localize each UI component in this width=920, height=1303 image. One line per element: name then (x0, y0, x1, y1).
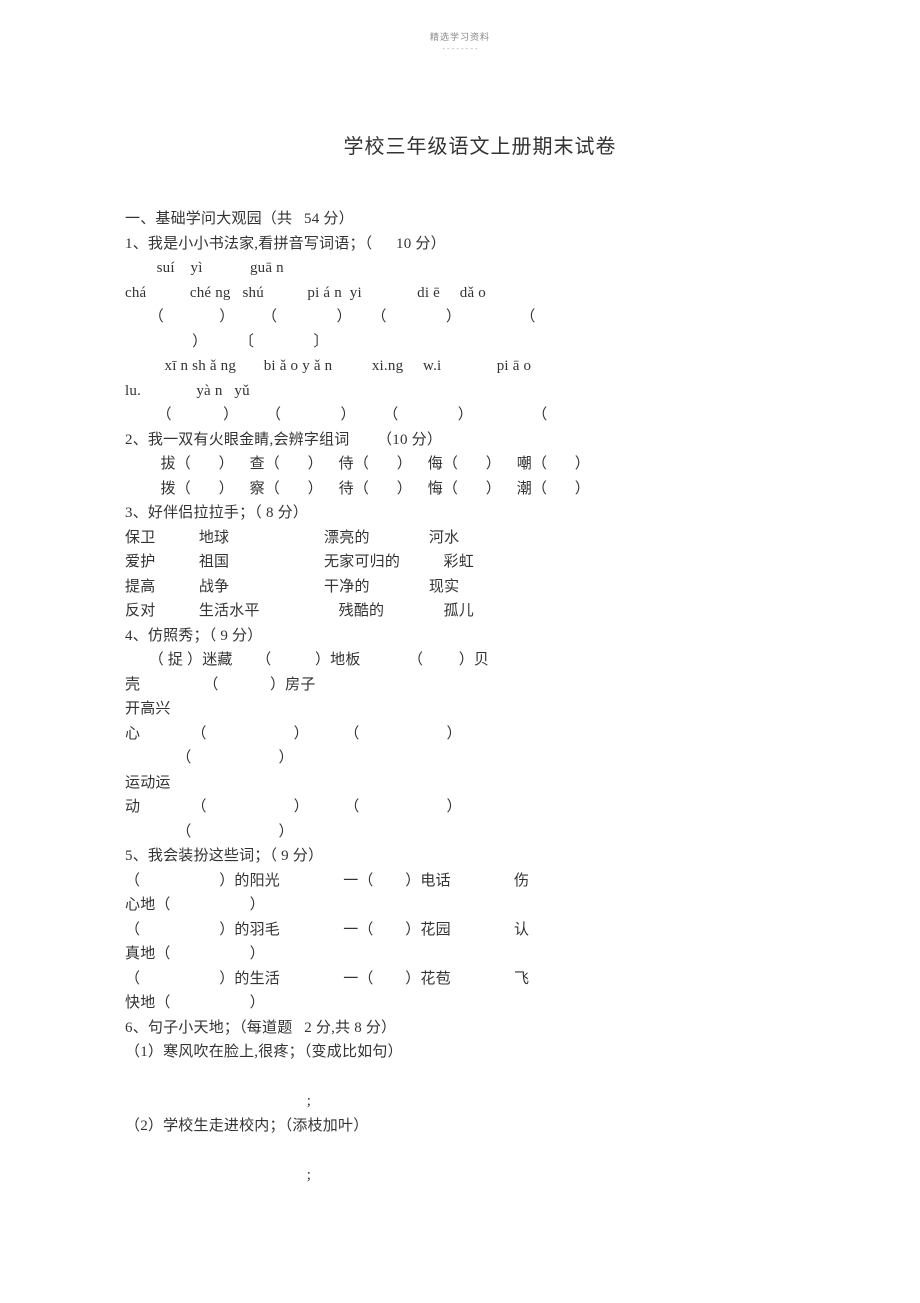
q2-text: 2、我一双有火眼金睛,会辨字组词 （10 分） (125, 428, 835, 453)
q6-row-a: （1）寒风吹在脸上,很疼；（变成比如句） (125, 1040, 835, 1065)
q6-row-d: ; (125, 1163, 835, 1188)
q2-row-a: 拔（ ） 查（ ） 侍（ ） 侮（ ） 嘲（ ） (125, 452, 835, 477)
page-header-small: 精选学习资料 (0, 30, 920, 43)
q4-text: 4、仿照秀；（ 9 分） (125, 624, 835, 649)
document-body: 学校三年级语文上册期末试卷 一、基础学问大观园（共 54 分） 1、我是小小书法… (125, 130, 835, 1187)
q4-row-g: 动 （ ） （ ） (125, 795, 835, 820)
blank-line-2 (125, 1138, 835, 1163)
q4-row-a: （ 捉 ）迷藏 （ ）地板 （ ）贝 (125, 648, 835, 673)
q3-row-b: 爱护 祖国 无家可归的 彩虹 (125, 550, 835, 575)
q1-pinyin-c: xī n sh ǎ ng bi ǎ o y ǎ n xi.ng w.i pi ā… (125, 354, 835, 379)
q3-text: 3、好伴侣拉拉手；（ 8 分） (125, 501, 835, 526)
q1-blanks-1: （ ） （ ） （ ） （ (125, 305, 835, 330)
q4-row-b: 壳 （ ）房子 (125, 673, 835, 698)
q1-blanks-3: （ ） （ ） （ ） （ (125, 403, 835, 428)
q3-row-a: 保卫 地球 漂亮的 河水 (125, 526, 835, 551)
q1-blanks-2: ） 〔 〕 (125, 330, 835, 355)
q1-text: 1、我是小小书法家,看拼音写词语；（ 10 分） (125, 232, 835, 257)
q4-row-d: 心 （ ） （ ） (125, 722, 835, 747)
q1-pinyin-b: chá ché ng shú pi á n yi di ē dǎ o (125, 281, 835, 306)
q4-row-f: 运动运 (125, 771, 835, 796)
page-title: 学校三年级语文上册期末试卷 (125, 130, 835, 159)
q6-text: 6、句子小天地；（每道题 2 分,共 8 分） (125, 1016, 835, 1041)
q5-row-c: （ ）的羽毛 一（ ）花园 认 (125, 918, 835, 943)
q5-row-b: 心地（ ） (125, 893, 835, 918)
q3-row-c: 提高 战争 干净的 现实 (125, 575, 835, 600)
q6-row-c: （2）学校生走进校内；（添枝加叶） (125, 1114, 835, 1139)
q5-row-a: （ ）的阳光 一（ ）电话 伤 (125, 869, 835, 894)
q4-row-c: 开高兴 (125, 697, 835, 722)
q2-row-b: 拨（ ） 察（ ） 待（ ） 悔（ ） 潮（ ） (125, 477, 835, 502)
q3-row-d: 反对 生活水平 残酷的 孤儿 (125, 599, 835, 624)
q5-row-d: 真地（ ） (125, 942, 835, 967)
q5-text: 5、我会装扮这些词；（ 9 分） (125, 844, 835, 869)
q4-row-e: （ ） (125, 746, 835, 771)
q1-pinyin-a: suí yì guā n (125, 256, 835, 281)
section-1-heading: 一、基础学问大观园（共 54 分） (125, 207, 835, 232)
q1-pinyin-d: lu. yà n yǔ (125, 379, 835, 404)
q6-row-b: ; (125, 1089, 835, 1114)
q4-row-h: （ ） (125, 820, 835, 845)
q5-row-e: （ ）的生活 一（ ）花苞 飞 (125, 967, 835, 992)
page-header-dashes: - - - - - - - - (0, 44, 920, 53)
blank-line-1 (125, 1065, 835, 1090)
q5-row-f: 快地（ ） (125, 991, 835, 1016)
